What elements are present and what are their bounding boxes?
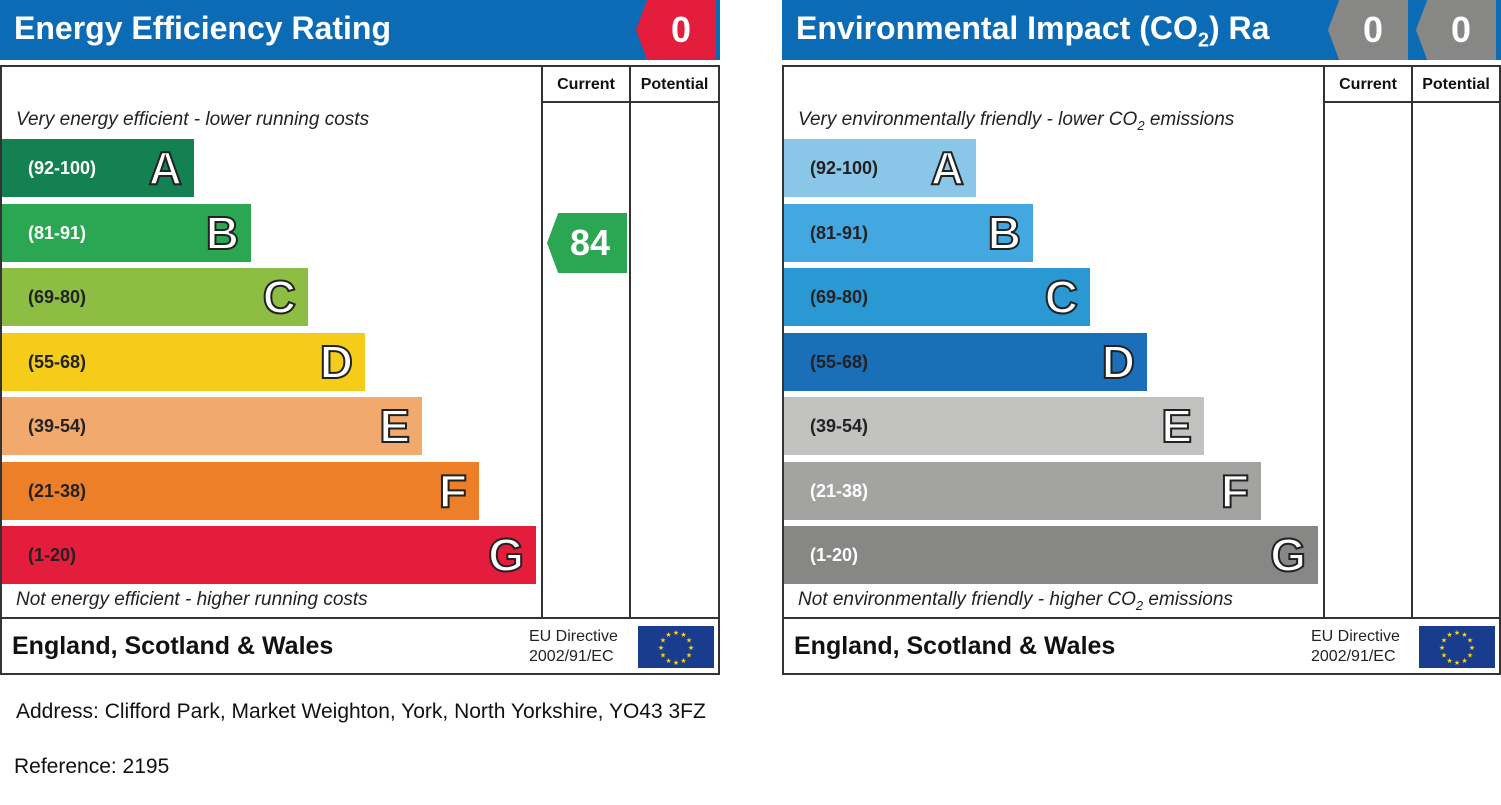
address-text: Address: Clifford Park, Market Weighton,… <box>16 700 706 723</box>
energy-band-range: (55-68) <box>28 351 87 372</box>
eu-star-icon: ★ <box>1446 631 1452 639</box>
co2-bar-b: (81-91) B <box>784 203 1033 262</box>
co2-footer: England, Scotland & Wales <box>794 632 1116 660</box>
co2-bar-c: (69-80) C <box>784 268 1090 326</box>
energy-band-letter: A <box>148 141 183 195</box>
co2-band-letter: A <box>930 141 965 195</box>
reference-text: Reference: 2195 <box>14 755 170 778</box>
co2-eu-directive: EU Directive 2002/91/EC <box>1311 627 1400 667</box>
eu-directive-number: 2002/91/EC <box>529 648 614 665</box>
co2-band-letter: F <box>1220 464 1250 518</box>
energy-current-rating: 84 <box>547 213 627 273</box>
energy-top-caption: Very energy efficient - lower running co… <box>16 109 370 130</box>
current-column-header: Current <box>557 76 615 93</box>
energy-efficiency-chart: Energy Efficiency Rating 0 Current Poten… <box>0 0 720 676</box>
energy-band-range: (81-91) <box>28 222 87 243</box>
energy-band-range: (21-38) <box>28 480 87 501</box>
co2-header-value-potential: 0 <box>1416 0 1496 60</box>
co2-top-caption: Very environmentally friendly - lower CO… <box>798 109 1235 133</box>
eu-star-icon: ★ <box>1454 629 1460 637</box>
eu-star-icon: ★ <box>1446 657 1452 665</box>
eu-star-icon: ★ <box>673 629 679 637</box>
co2-band-range: (69-80) <box>810 287 869 307</box>
energy-bar-b: (81-91) B <box>2 203 251 262</box>
co2-band-letter: G <box>1269 528 1307 582</box>
co2-header-value-current: 0 <box>1328 0 1408 60</box>
co2-bar-e: (39-54) E <box>784 397 1204 455</box>
eu-directive-label: EU Directive <box>529 628 618 645</box>
eu-directive-label: EU Directive <box>1311 628 1400 645</box>
co2-bar-g: (1-20) G <box>784 526 1318 584</box>
energy-bar-d: (55-68) D <box>2 332 365 391</box>
eu-star-icon: ★ <box>658 644 664 652</box>
eu-star-icon: ★ <box>665 631 671 639</box>
co2-band-range: (1-20) <box>810 545 859 565</box>
eu-star-icon: ★ <box>660 637 666 645</box>
potential-column-header: Potential <box>1422 76 1490 93</box>
energy-bar-e: (39-54) E <box>2 397 422 455</box>
co2-band-letter: E <box>1160 399 1193 453</box>
energy-band-range: (1-20) <box>28 545 77 565</box>
energy-table: Current Potential Very energy efficient … <box>0 65 720 675</box>
co2-band-letter: B <box>987 206 1022 260</box>
energy-band-letter: G <box>487 528 525 582</box>
environmental-impact-chart: Environmental Impact (CO2) Ra 0 0 Curren… <box>782 0 1501 676</box>
co2-band-range: (39-54) <box>810 416 869 436</box>
eu-star-icon: ★ <box>686 652 692 660</box>
eu-flag-icon: ★ ★ ★ ★ ★ ★ ★ ★ ★ ★ ★ ★ <box>1419 626 1495 668</box>
co2-table: Current Potential Very environmentally f… <box>782 65 1501 675</box>
co2-bar-f: (21-38) F <box>784 461 1261 520</box>
co2-band-range: (92-100) <box>810 158 879 178</box>
co2-bar-d: (55-68) D <box>784 332 1147 391</box>
energy-bar-a: (92-100) A <box>2 139 194 197</box>
energy-band-letter: F <box>438 464 468 518</box>
current-column-header: Current <box>1339 76 1397 93</box>
eu-star-icon: ★ <box>665 657 671 665</box>
energy-footer: England, Scotland & Wales <box>12 632 334 660</box>
eu-star-icon: ★ <box>1439 644 1445 652</box>
energy-bar-c: (69-80) C <box>2 268 308 326</box>
energy-title: Energy Efficiency Rating <box>14 10 391 46</box>
eu-star-icon: ★ <box>688 644 694 652</box>
energy-band-letter: B <box>205 206 240 260</box>
eu-star-icon: ★ <box>1467 637 1473 645</box>
eu-star-icon: ★ <box>680 657 686 665</box>
eu-star-icon: ★ <box>1441 637 1447 645</box>
energy-bar-g: (1-20) G <box>2 526 536 584</box>
eu-flag-icon: ★ ★ ★ ★ ★ ★ ★ ★ ★ ★ ★ ★ <box>638 626 714 668</box>
co2-band-range: (81-91) <box>810 222 869 243</box>
energy-bar-f: (21-38) F <box>2 461 479 520</box>
eu-star-icon: ★ <box>1469 644 1475 652</box>
energy-eu-directive: EU Directive 2002/91/EC <box>529 627 618 667</box>
energy-band-range: (69-80) <box>28 287 87 307</box>
energy-header: Energy Efficiency Rating <box>0 0 720 60</box>
co2-bar-a: (92-100) A <box>784 139 976 197</box>
eu-directive-number: 2002/91/EC <box>1311 648 1396 665</box>
energy-band-range: (39-54) <box>28 416 87 436</box>
eu-star-icon: ★ <box>1461 631 1467 639</box>
co2-bottom-caption: Not environmentally friendly - higher CO… <box>798 589 1233 613</box>
co2-band-range: (55-68) <box>810 351 869 372</box>
energy-band-range: (92-100) <box>28 158 97 178</box>
energy-band-letter: E <box>378 399 411 453</box>
energy-band-letter: D <box>319 335 354 389</box>
co2-band-letter: D <box>1101 335 1136 389</box>
co2-band-range: (21-38) <box>810 480 869 501</box>
eu-star-icon: ★ <box>1467 652 1473 660</box>
eu-star-icon: ★ <box>680 631 686 639</box>
eu-star-icon: ★ <box>673 659 679 667</box>
eu-star-icon: ★ <box>686 637 692 645</box>
eu-star-icon: ★ <box>1441 652 1447 660</box>
eu-star-icon: ★ <box>1461 657 1467 665</box>
energy-header-value: 0 <box>636 0 716 60</box>
energy-band-letter: C <box>262 270 297 324</box>
eu-star-icon: ★ <box>660 652 666 660</box>
potential-column-header: Potential <box>640 76 709 93</box>
energy-bottom-caption: Not energy efficient - higher running co… <box>16 589 368 610</box>
co2-band-letter: C <box>1044 270 1079 324</box>
co2-title: Environmental Impact (CO2) Ra <box>796 10 1270 52</box>
eu-star-icon: ★ <box>1454 659 1460 667</box>
